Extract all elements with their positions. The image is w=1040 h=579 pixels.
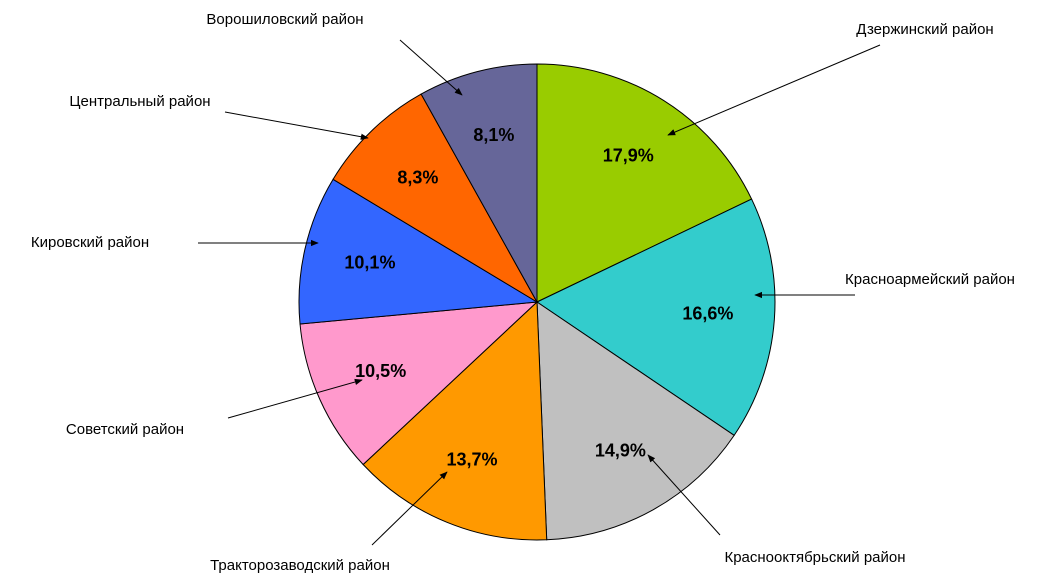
pie-slice (535, 198, 776, 437)
category-label: Советский район (65, 421, 185, 438)
category-label: Кировский район (30, 234, 150, 251)
pie-slice (536, 63, 753, 303)
pie-slice (536, 301, 735, 541)
category-label: Красноармейский район (845, 271, 1015, 288)
leader-arrow (224, 111, 369, 140)
value-label: 17,9% (603, 146, 654, 166)
pie-slice (332, 93, 539, 304)
leader-arrow (227, 378, 363, 419)
leader-arrow (371, 471, 448, 546)
value-label: 14,9% (595, 440, 646, 460)
pie-slice (298, 178, 539, 325)
value-label: 8,1% (473, 125, 514, 145)
category-label: Центральный район (69, 93, 211, 110)
value-label: 10,1% (344, 253, 395, 273)
value-label: 13,7% (446, 449, 497, 469)
pie-slice (362, 300, 548, 541)
leader-arrow (647, 454, 721, 536)
leader-arrow (667, 44, 881, 136)
value-label: 8,3% (397, 168, 438, 188)
leader-arrow (399, 39, 463, 96)
category-label: Ворошиловский район (206, 11, 364, 28)
pie-slice (420, 63, 538, 304)
value-label: 10,5% (355, 361, 406, 381)
category-label: Тракторозаводский район (210, 557, 390, 574)
value-label: 16,6% (682, 303, 733, 323)
category-label: Краснооктябрьский район (724, 549, 906, 566)
category-label: Дзержинский район (856, 21, 994, 38)
pie-slice (299, 301, 539, 466)
